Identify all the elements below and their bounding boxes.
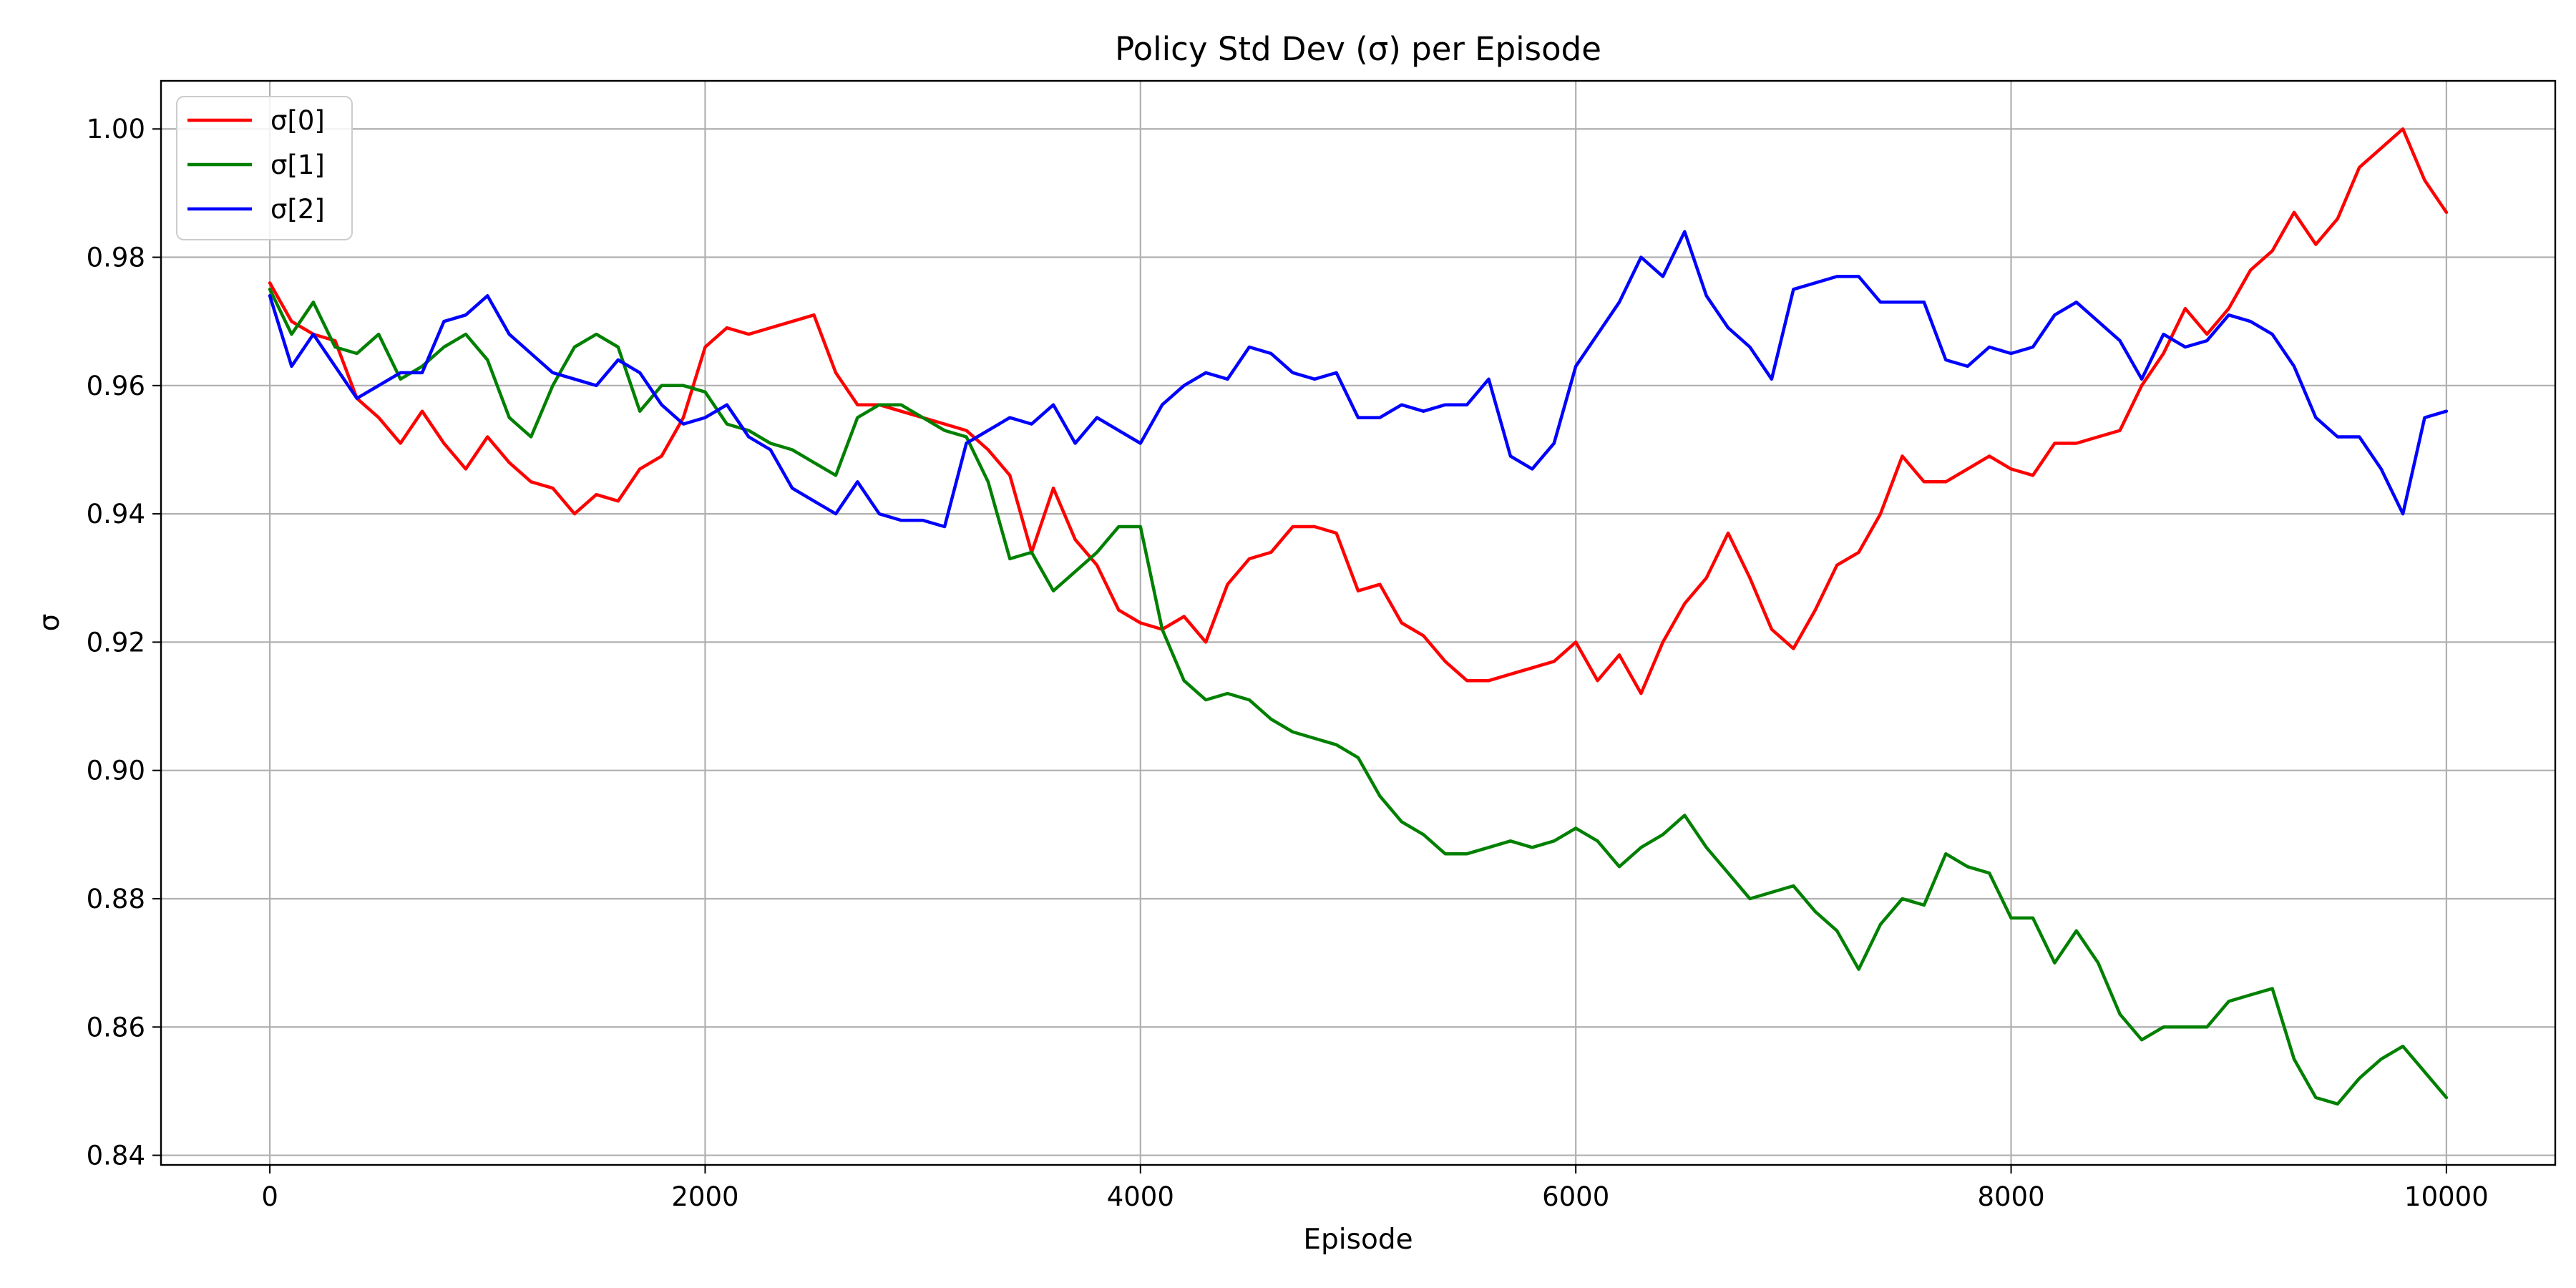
- series-line-sigma-0: [268, 127, 2449, 696]
- legend-label-sigma-2: σ[2]: [270, 194, 325, 225]
- y-tick-label: 0.96: [87, 371, 145, 401]
- y-tick-label: 1.00: [87, 114, 145, 145]
- x-tick-label: 2000: [671, 1181, 738, 1212]
- legend-label-sigma-0: σ[0]: [270, 105, 325, 136]
- x-tick-label: 8000: [1977, 1181, 2044, 1212]
- y-tick-label: 0.84: [87, 1141, 145, 1171]
- x-tick-label: 6000: [1542, 1181, 1609, 1212]
- y-tick-label: 0.94: [87, 499, 145, 530]
- legend-label-sigma-1: σ[1]: [270, 150, 325, 180]
- x-tick-label: 4000: [1107, 1181, 1174, 1212]
- grid: [161, 81, 2555, 1165]
- legend: σ[0] σ[1] σ[2]: [176, 96, 353, 240]
- legend-box: [176, 96, 353, 240]
- y-tick-label: 0.92: [87, 627, 145, 658]
- x-axis-label: Episode: [1303, 1224, 1413, 1256]
- y-tick-label: 0.86: [87, 1012, 145, 1043]
- x-tick-label: 0: [261, 1181, 278, 1212]
- series-line-sigma-2: [268, 230, 2449, 529]
- x-tick-label: 10000: [2404, 1181, 2489, 1212]
- y-axis-label: σ: [34, 614, 66, 632]
- y-tick-label: 0.98: [87, 243, 145, 273]
- series-line-sigma-1: [268, 288, 2449, 1106]
- y-tick-label: 0.88: [87, 884, 145, 914]
- plot-frame: [160, 79, 2557, 1166]
- series-lines: [268, 127, 2449, 1106]
- chart-title: Policy Std Dev (σ) per Episode: [1115, 30, 1601, 68]
- y-tick-label: 0.90: [87, 756, 145, 786]
- axis-ticks: 0 2000 4000 6000 8000 10000 0.84 0.86 0.88 0.90 0.…: [87, 114, 2489, 1212]
